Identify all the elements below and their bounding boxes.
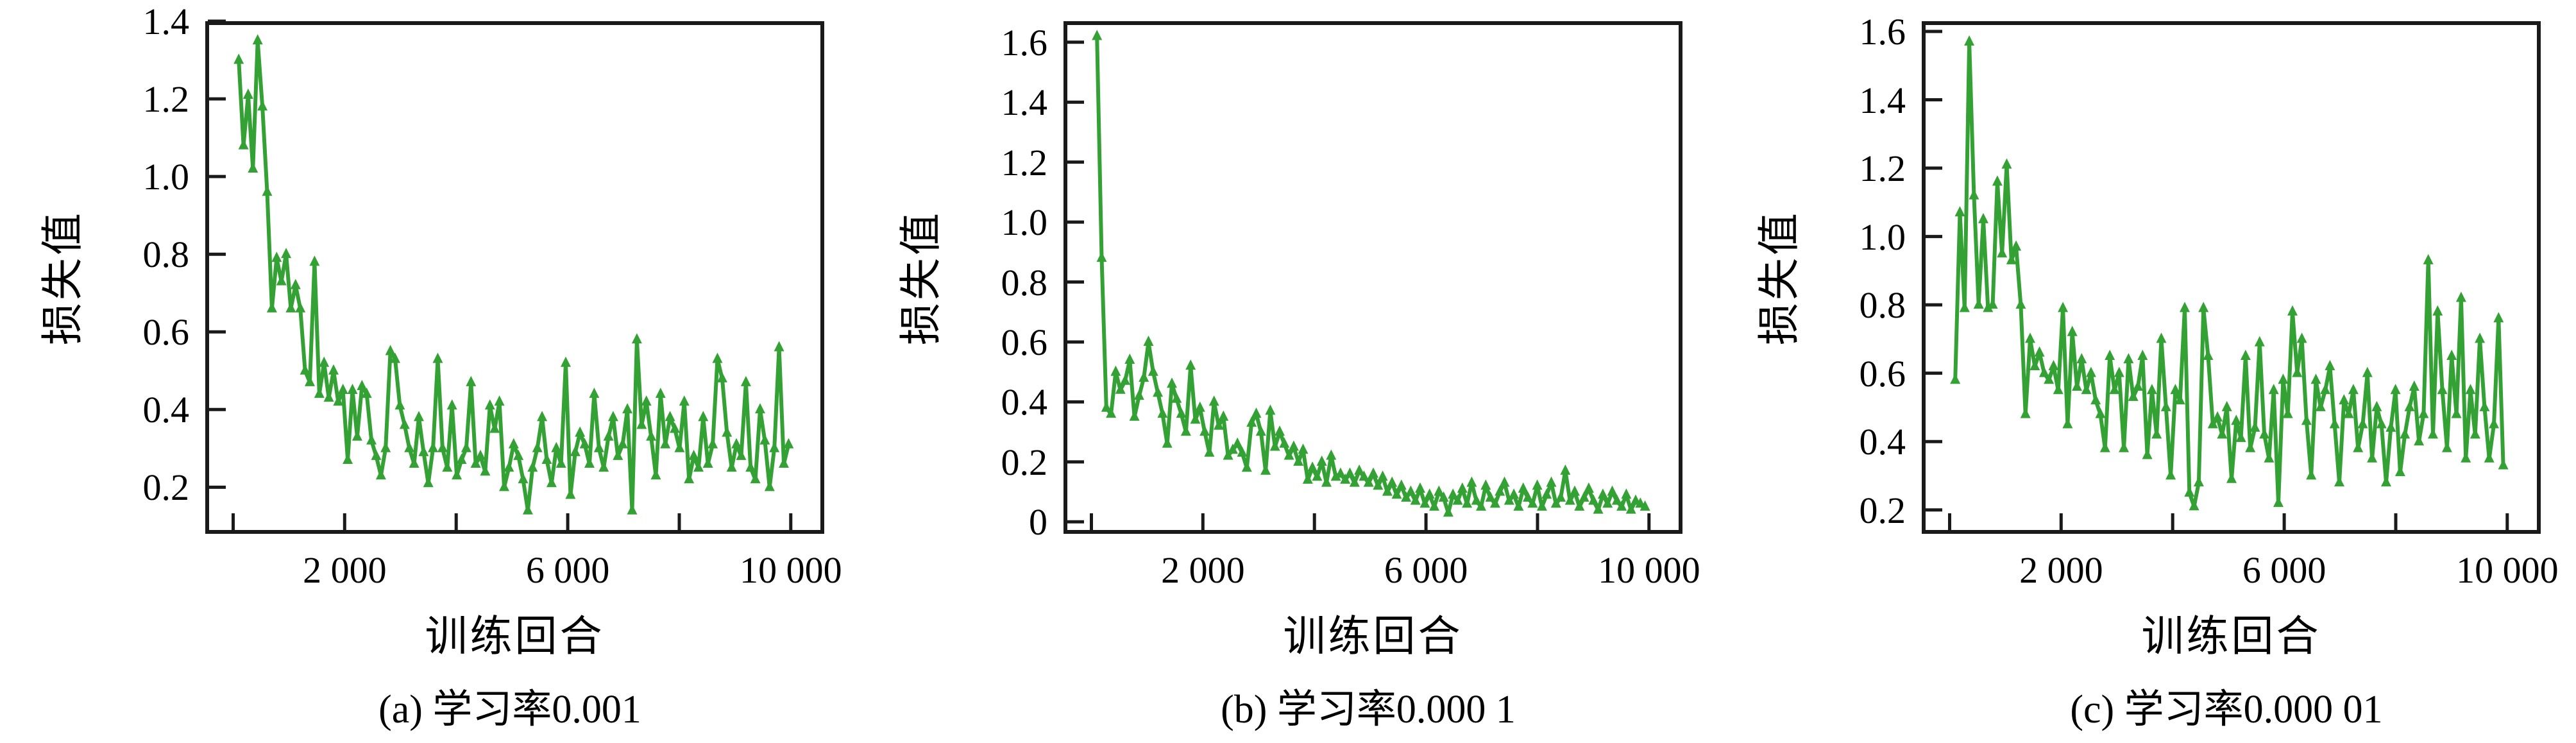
y-tick-label: 0.2 bbox=[142, 466, 190, 509]
y-tick-label: 0.4 bbox=[1001, 381, 1048, 423]
y-tick-label: 1.2 bbox=[1001, 141, 1048, 184]
panel-a: 损失值 训练回合 (a) 学习率0.001 0.2 0.4 0.6 0.8 1.0 1.2… bbox=[0, 0, 858, 743]
y-tick-label: 1.0 bbox=[1001, 201, 1048, 244]
y-tick-label: 0.4 bbox=[1859, 421, 1906, 463]
y-tick-label: 0.8 bbox=[1001, 261, 1048, 303]
x-tick-label: 10 000 bbox=[1598, 549, 1700, 591]
y-tick-label: 1.6 bbox=[1001, 21, 1048, 64]
x-tick-label: 2 000 bbox=[2019, 549, 2103, 591]
x-tick-label: 6 000 bbox=[1384, 549, 1468, 591]
x-tick-label: 10 000 bbox=[2456, 549, 2559, 591]
x-tick-label: 6 000 bbox=[2242, 549, 2326, 591]
loss-curve-svg bbox=[1922, 21, 2541, 534]
x-tick-label: 6 000 bbox=[525, 549, 610, 591]
x-tick-label: 2 000 bbox=[1161, 549, 1245, 591]
y-tick-label: 1.4 bbox=[1859, 79, 1906, 121]
subplot-caption: (a) 学习率0.001 bbox=[378, 688, 641, 731]
x-tick-label: 2 000 bbox=[303, 549, 387, 591]
y-tick-label: 0.6 bbox=[1001, 321, 1048, 363]
panel-c: 损失值 训练回合 (c) 学习率0.000 01 0.2 0.4 0.6 0.8 1.0… bbox=[1716, 0, 2575, 743]
y-tick-label: 0.8 bbox=[1859, 284, 1906, 327]
subplot-caption: (c) 学习率0.000 01 bbox=[2070, 688, 2383, 731]
y-tick-label: 1.6 bbox=[1859, 10, 1906, 53]
subplot-caption: (b) 学习率0.000 1 bbox=[1221, 688, 1516, 731]
x-axis-label: 训练回合 bbox=[1283, 613, 1463, 660]
y-tick-label: 1.0 bbox=[142, 156, 190, 198]
panel-b: 损失值 训练回合 (b) 学习率0.000 1 0 0.2 0.4 0.6 0.8 1.0… bbox=[858, 0, 1716, 743]
y-tick-label: 0 bbox=[1029, 501, 1047, 543]
x-axis-label: 训练回合 bbox=[2141, 613, 2321, 660]
y-tick-label: 1.4 bbox=[142, 1, 190, 42]
loss-curve-svg bbox=[205, 19, 824, 534]
y-tick-label: 0.2 bbox=[1001, 441, 1048, 483]
y-tick-label: 1.2 bbox=[142, 78, 190, 121]
y-tick-label: 1.4 bbox=[1001, 81, 1048, 124]
y-tick-label: 1.2 bbox=[1859, 148, 1906, 190]
x-tick-label: 10 000 bbox=[740, 549, 842, 591]
y-tick-label: 0.4 bbox=[142, 389, 190, 431]
loss-curve-svg bbox=[1063, 21, 1682, 534]
y-tick-label: 0.6 bbox=[142, 311, 190, 354]
y-tick-label: 0.2 bbox=[1859, 489, 1906, 531]
y-tick-label: 0.8 bbox=[142, 234, 190, 276]
y-tick-label: 1.0 bbox=[1859, 216, 1906, 258]
x-axis-label: 训练回合 bbox=[425, 613, 605, 660]
y-tick-label: 0.6 bbox=[1859, 352, 1906, 395]
